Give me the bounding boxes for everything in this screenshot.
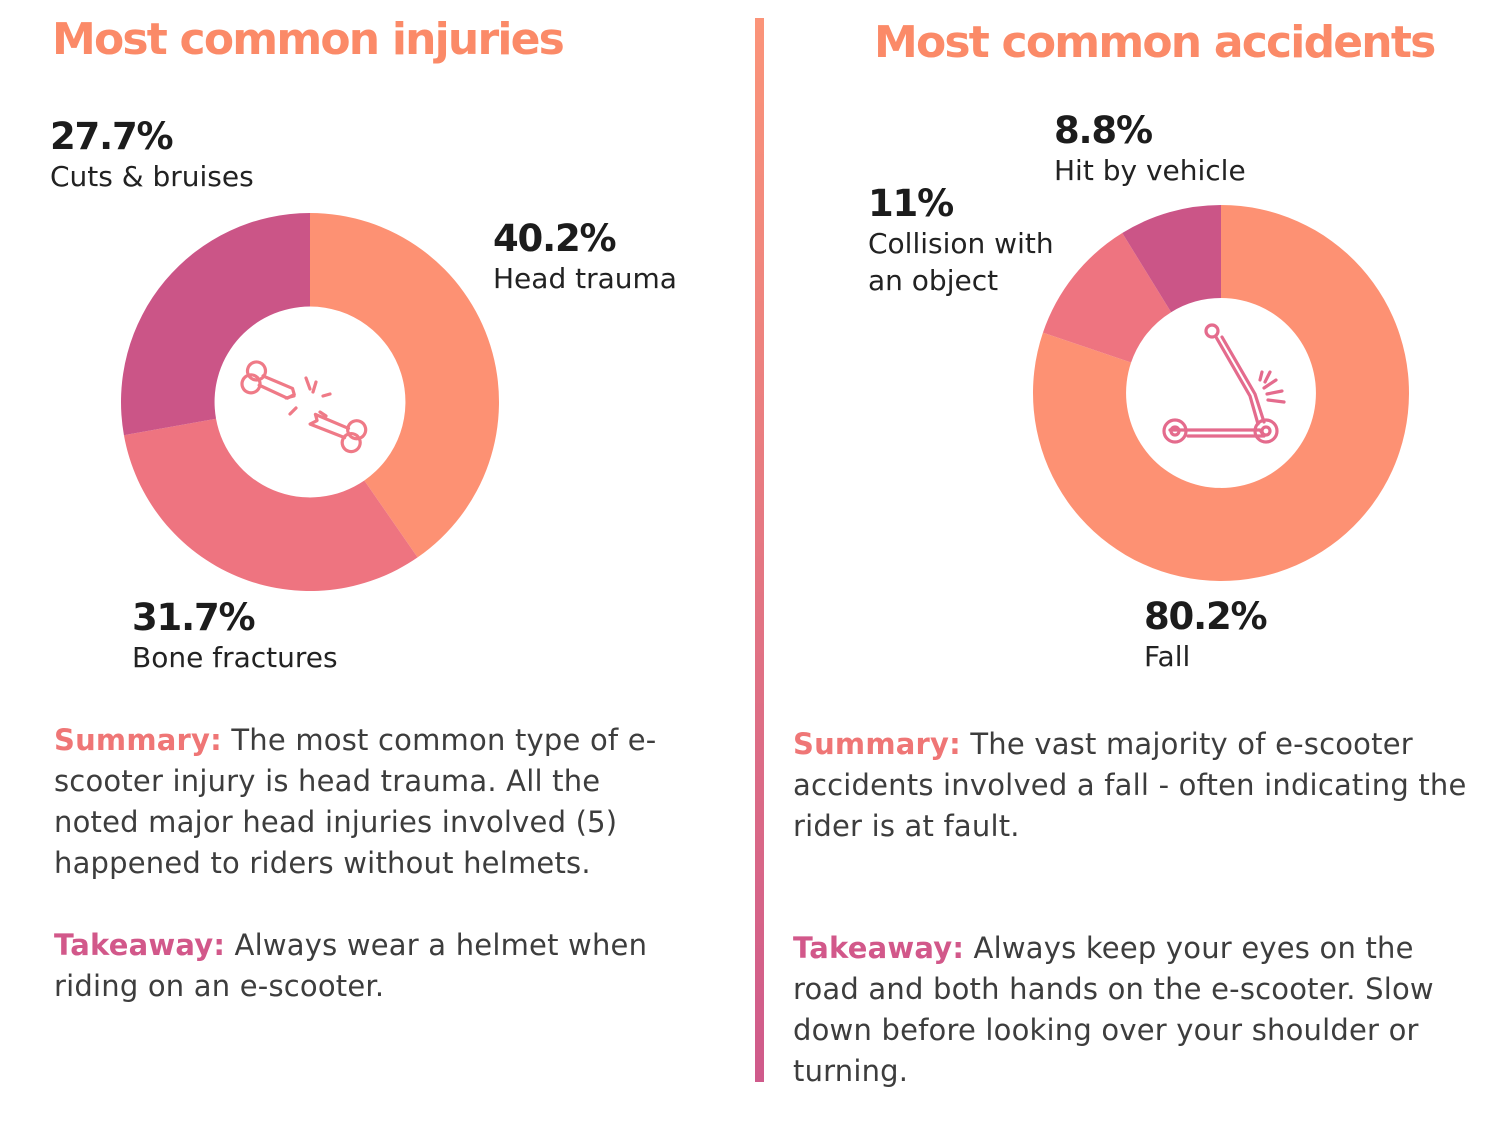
label-cuts-bruises: 27.7% Cuts & bruises: [50, 116, 254, 195]
label-collision-name: Collision with an object: [868, 227, 1054, 297]
slice-cuts-bruises: [120, 213, 310, 436]
slice-fall: [1033, 205, 1409, 581]
takeaway-label: Takeaway:: [54, 928, 226, 962]
injuries-donut-chart: [120, 213, 499, 591]
column-divider: [755, 18, 764, 1082]
summary-label: Summary:: [793, 727, 961, 761]
summary-label: Summary:: [54, 723, 222, 757]
label-hit-by-vehicle-value: 8.8%: [1054, 109, 1153, 152]
label-fall-name: Fall: [1144, 640, 1191, 673]
accidents-summary: Summary: The vast majority of e-scooter …: [793, 724, 1473, 847]
injuries-summary: Summary: The most common type of e-scoot…: [54, 720, 694, 884]
slice-hit-by-vehicle: [1122, 205, 1221, 313]
accidents-donut-chart: [1033, 205, 1409, 581]
label-fall: 80.2% Fall: [1144, 595, 1268, 675]
injuries-title: Most common injuries: [52, 14, 565, 65]
label-fall-value: 80.2%: [1144, 595, 1268, 638]
label-collision-value: 11%: [868, 182, 954, 225]
label-head-trauma-value: 40.2%: [493, 217, 617, 260]
label-bone-fractures: 31.7% Bone fractures: [132, 597, 338, 676]
takeaway-label: Takeaway:: [793, 931, 965, 965]
label-bone-fractures-name: Bone fractures: [132, 641, 338, 674]
injuries-takeaway: Takeaway: Always wear a helmet when ridi…: [54, 925, 714, 1007]
broken-bone-icon: [240, 360, 368, 454]
label-collision: 11% Collision with an object: [868, 183, 1078, 299]
summary-text: The vast majority of e-scooter accidents…: [793, 727, 1467, 843]
label-hit-by-vehicle: 8.8% Hit by vehicle: [1054, 110, 1246, 189]
accidents-takeaway: Takeaway: Always keep your eyes on the r…: [793, 928, 1473, 1092]
slice-head-trauma: [310, 213, 499, 558]
slice-collision-with-an-object: [1042, 233, 1172, 363]
label-head-trauma: 40.2% Head trauma: [493, 218, 677, 297]
label-cuts-bruises-value: 27.7%: [50, 115, 174, 158]
scooter-icon: [1162, 323, 1286, 444]
takeaway-text: Always wear a helmet when riding on an e…: [54, 928, 648, 1003]
slice-bone-fractures: [123, 418, 418, 591]
label-hit-by-vehicle-name: Hit by vehicle: [1054, 154, 1246, 187]
label-bone-fractures-value: 31.7%: [132, 596, 256, 639]
summary-text: The most common type of e-scooter injury…: [54, 723, 657, 880]
accidents-title: Most common accidents: [874, 17, 1436, 68]
label-cuts-bruises-name: Cuts & bruises: [50, 160, 254, 193]
label-head-trauma-name: Head trauma: [493, 262, 677, 295]
takeaway-text: Always keep your eyes on the road and bo…: [793, 931, 1434, 1088]
